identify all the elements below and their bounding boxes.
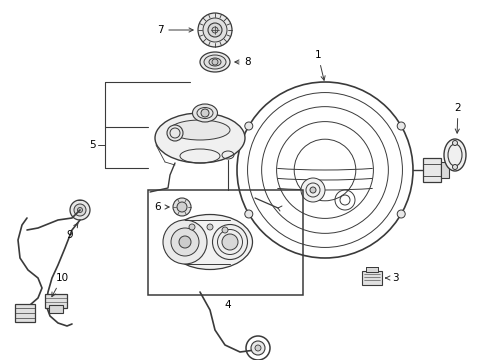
Ellipse shape xyxy=(213,225,247,260)
Text: 6: 6 xyxy=(155,202,169,212)
Circle shape xyxy=(177,202,187,212)
Circle shape xyxy=(163,220,207,264)
Circle shape xyxy=(452,140,458,145)
Ellipse shape xyxy=(193,104,218,122)
Text: 9: 9 xyxy=(67,223,78,240)
Bar xyxy=(49,305,63,313)
Circle shape xyxy=(203,18,227,42)
Circle shape xyxy=(245,210,253,218)
Text: 1: 1 xyxy=(315,50,325,80)
Circle shape xyxy=(255,345,261,351)
Circle shape xyxy=(212,59,218,65)
Ellipse shape xyxy=(168,215,252,270)
Bar xyxy=(441,162,449,178)
Text: 8: 8 xyxy=(235,57,251,67)
Circle shape xyxy=(452,165,458,170)
Circle shape xyxy=(173,198,191,216)
Bar xyxy=(423,158,441,182)
Circle shape xyxy=(74,204,86,216)
Bar xyxy=(15,304,35,322)
Circle shape xyxy=(179,236,191,248)
Ellipse shape xyxy=(209,58,221,66)
Ellipse shape xyxy=(444,139,466,171)
Ellipse shape xyxy=(155,113,245,163)
Bar xyxy=(362,271,382,285)
Circle shape xyxy=(212,27,218,33)
Circle shape xyxy=(70,200,90,220)
Ellipse shape xyxy=(204,55,226,69)
Text: 3: 3 xyxy=(386,273,398,283)
Circle shape xyxy=(245,122,253,130)
Bar xyxy=(45,294,67,308)
Circle shape xyxy=(397,210,405,218)
Ellipse shape xyxy=(200,52,230,72)
Circle shape xyxy=(310,187,316,193)
Circle shape xyxy=(201,109,209,117)
Ellipse shape xyxy=(170,120,230,140)
Text: 7: 7 xyxy=(157,25,193,35)
Circle shape xyxy=(77,207,82,212)
Circle shape xyxy=(167,125,183,141)
Circle shape xyxy=(171,228,199,256)
Text: 5: 5 xyxy=(89,140,96,150)
Circle shape xyxy=(222,227,228,233)
Circle shape xyxy=(198,13,232,47)
Bar xyxy=(148,190,303,295)
Circle shape xyxy=(251,341,265,355)
Text: 2: 2 xyxy=(455,103,461,133)
Text: 4: 4 xyxy=(225,300,231,310)
Circle shape xyxy=(222,234,238,250)
Circle shape xyxy=(301,178,325,202)
Bar xyxy=(366,267,378,272)
Circle shape xyxy=(208,23,222,37)
Circle shape xyxy=(189,224,195,230)
Circle shape xyxy=(397,122,405,130)
Circle shape xyxy=(207,224,213,230)
Text: 10: 10 xyxy=(52,273,69,297)
